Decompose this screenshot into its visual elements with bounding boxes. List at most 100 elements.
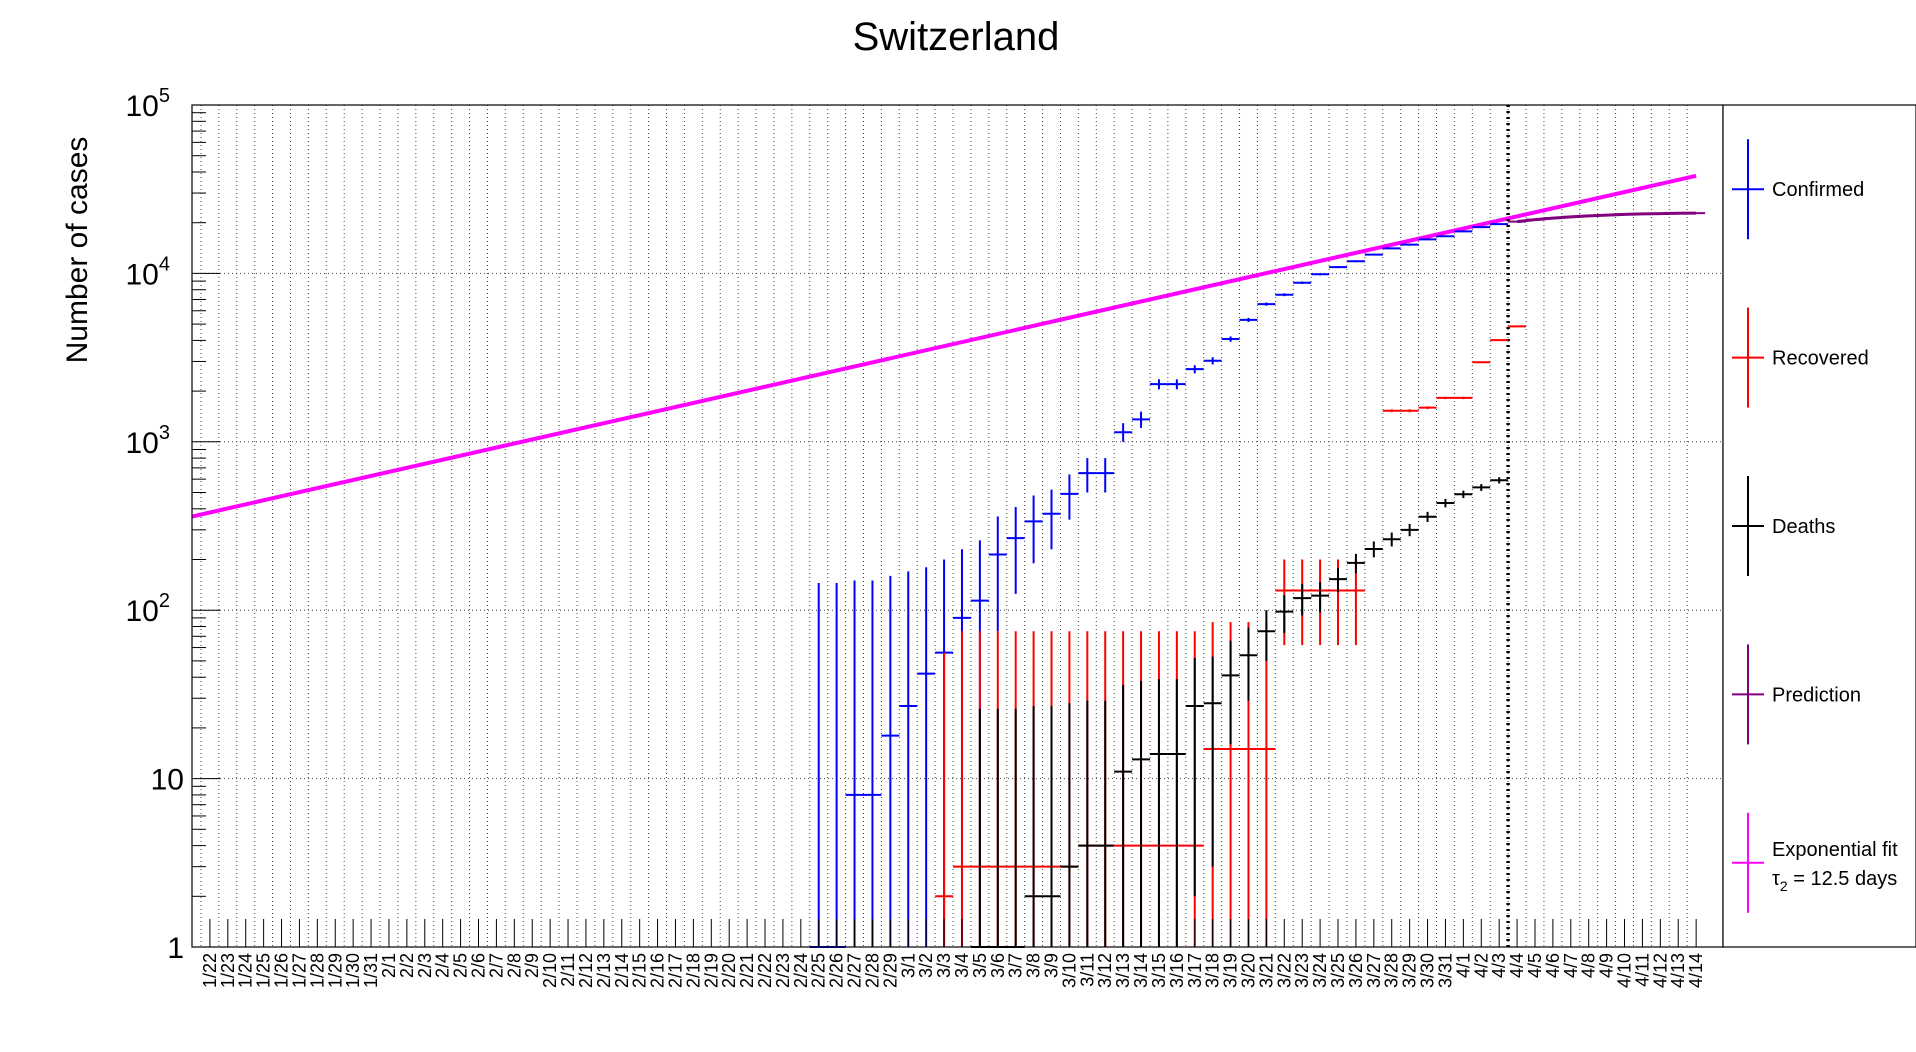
y-tick-label: 103: [126, 422, 171, 460]
y-tick-label: 1: [167, 932, 184, 965]
x-tick-label: 2/23: [773, 953, 793, 988]
x-tick-label: 2/22: [755, 953, 775, 988]
x-tick-label: 2/13: [594, 953, 614, 988]
x-tick-label: 3/19: [1221, 953, 1241, 988]
legend-label: Recovered: [1772, 348, 1869, 370]
x-tick-label: 3/4: [952, 953, 972, 978]
x-tick-label: 1/25: [254, 953, 274, 988]
x-tick-label: 3/16: [1167, 953, 1187, 988]
x-tick-label: 2/25: [809, 953, 829, 988]
x-tick-label: 2/1: [379, 953, 399, 978]
x-tick-label: 2/29: [880, 953, 900, 988]
x-tick-label: 3/21: [1256, 953, 1276, 988]
x-tick-label: 2/2: [397, 953, 417, 978]
x-tick-label: 3/14: [1131, 953, 1151, 988]
x-tick-label: 2/17: [665, 953, 685, 988]
chart-title: Switzerland: [853, 15, 1060, 59]
legend-label-fit-param: τ2 = 12.5 days: [1772, 868, 1897, 894]
x-tick-label: 2/27: [845, 953, 865, 988]
x-tick-label: 2/4: [433, 953, 453, 978]
x-tick-label: 3/18: [1203, 953, 1223, 988]
x-tick-label: 2/18: [683, 953, 703, 988]
grid: [192, 104, 1723, 948]
x-tick-label: 2/28: [862, 953, 882, 988]
x-tick-label: 3/10: [1059, 953, 1079, 988]
fit-line: [191, 173, 1697, 519]
x-tick-label: 4/8: [1579, 953, 1599, 978]
series-layer: [191, 105, 1706, 948]
x-tick-label: 3/31: [1435, 953, 1455, 988]
x-tick-label: 3/28: [1382, 953, 1402, 988]
x-tick-label: 1/26: [272, 953, 292, 988]
axes: 1101021031041051/221/231/241/251/261/271…: [126, 85, 1724, 988]
x-tick-label: 4/3: [1489, 953, 1509, 978]
x-tick-label: 3/13: [1113, 953, 1133, 988]
legend-label: Exponential fit: [1772, 839, 1898, 861]
y-tick-label: 104: [126, 253, 171, 291]
x-tick-label: 3/23: [1292, 953, 1312, 988]
x-tick-label: 4/6: [1543, 953, 1563, 978]
x-tick-label: 1/24: [236, 953, 256, 988]
plot-frame: [191, 104, 1724, 948]
series-deaths: [970, 477, 1509, 948]
x-tick-label: 3/27: [1364, 953, 1384, 988]
x-tick-label: 2/20: [719, 953, 739, 988]
x-tick-label: 2/19: [701, 953, 721, 988]
x-tick-label: 3/8: [1024, 953, 1044, 978]
x-tick-label: 2/21: [737, 953, 757, 988]
x-tick-label: 2/7: [486, 953, 506, 978]
x-tick-label: 3/22: [1274, 953, 1294, 988]
x-tick-label: 3/9: [1042, 953, 1062, 978]
x-tick-label: 2/16: [648, 953, 668, 988]
x-tick-label: 3/26: [1346, 953, 1366, 988]
x-tick-label: 4/4: [1507, 953, 1527, 978]
y-tick-label: 105: [126, 85, 171, 123]
x-tick-label: 3/17: [1185, 953, 1205, 988]
x-tick-label: 2/5: [451, 953, 471, 978]
x-tick-label: 3/1: [898, 953, 918, 978]
x-tick-label: 4/10: [1615, 953, 1635, 988]
series-prediction: [1508, 211, 1706, 224]
x-tick-label: 4/1: [1453, 953, 1473, 978]
x-tick-label: 4/7: [1561, 953, 1581, 978]
x-tick-label: 2/10: [540, 953, 560, 988]
x-tick-label: 4/14: [1686, 953, 1706, 988]
x-tick-label: 1/22: [200, 953, 220, 988]
x-tick-label: 3/6: [988, 953, 1008, 978]
x-tick-label: 2/9: [522, 953, 542, 978]
x-tick-label: 3/2: [916, 953, 936, 978]
x-tick-label: 2/26: [827, 953, 847, 988]
x-tick-label: 2/14: [612, 953, 632, 988]
x-tick-label: 3/30: [1418, 953, 1438, 988]
series-recovered: [935, 325, 1527, 947]
x-tick-label: 3/3: [934, 953, 954, 978]
y-tick-label: 102: [126, 590, 171, 628]
x-tick-label: 4/13: [1668, 953, 1688, 988]
x-tick-label: 2/3: [415, 953, 435, 978]
legend-label: Deaths: [1772, 516, 1835, 538]
x-tick-label: 4/12: [1650, 953, 1670, 988]
legend: Confirmed Recovered Deaths Prediction Expone…: [1722, 104, 1916, 948]
x-tick-label: 3/29: [1400, 953, 1420, 988]
x-tick-label: 3/25: [1328, 953, 1348, 988]
x-tick-label: 1/31: [361, 953, 381, 988]
x-tick-label: 2/12: [576, 953, 596, 988]
x-tick-label: 3/20: [1238, 953, 1258, 988]
x-tick-label: 3/12: [1095, 953, 1115, 988]
x-tick-label: 3/24: [1310, 953, 1330, 988]
x-tick-label: 1/29: [325, 953, 345, 988]
x-tick-label: 4/9: [1597, 953, 1617, 978]
x-tick-label: 2/15: [630, 953, 650, 988]
y-axis-label: Number of cases: [61, 137, 94, 364]
x-tick-label: 3/5: [970, 953, 990, 978]
x-tick-label: 2/24: [791, 953, 811, 988]
y-tick-label: 10: [151, 764, 184, 797]
x-tick-label: 2/6: [469, 953, 489, 978]
x-tick-label: 1/27: [289, 953, 309, 988]
x-tick-label: 3/11: [1077, 953, 1097, 987]
x-tick-label: 4/2: [1471, 953, 1491, 978]
x-tick-label: 1/28: [307, 953, 327, 988]
x-tick-label: 4/11: [1632, 953, 1652, 987]
x-tick-label: 2/11: [558, 953, 578, 987]
